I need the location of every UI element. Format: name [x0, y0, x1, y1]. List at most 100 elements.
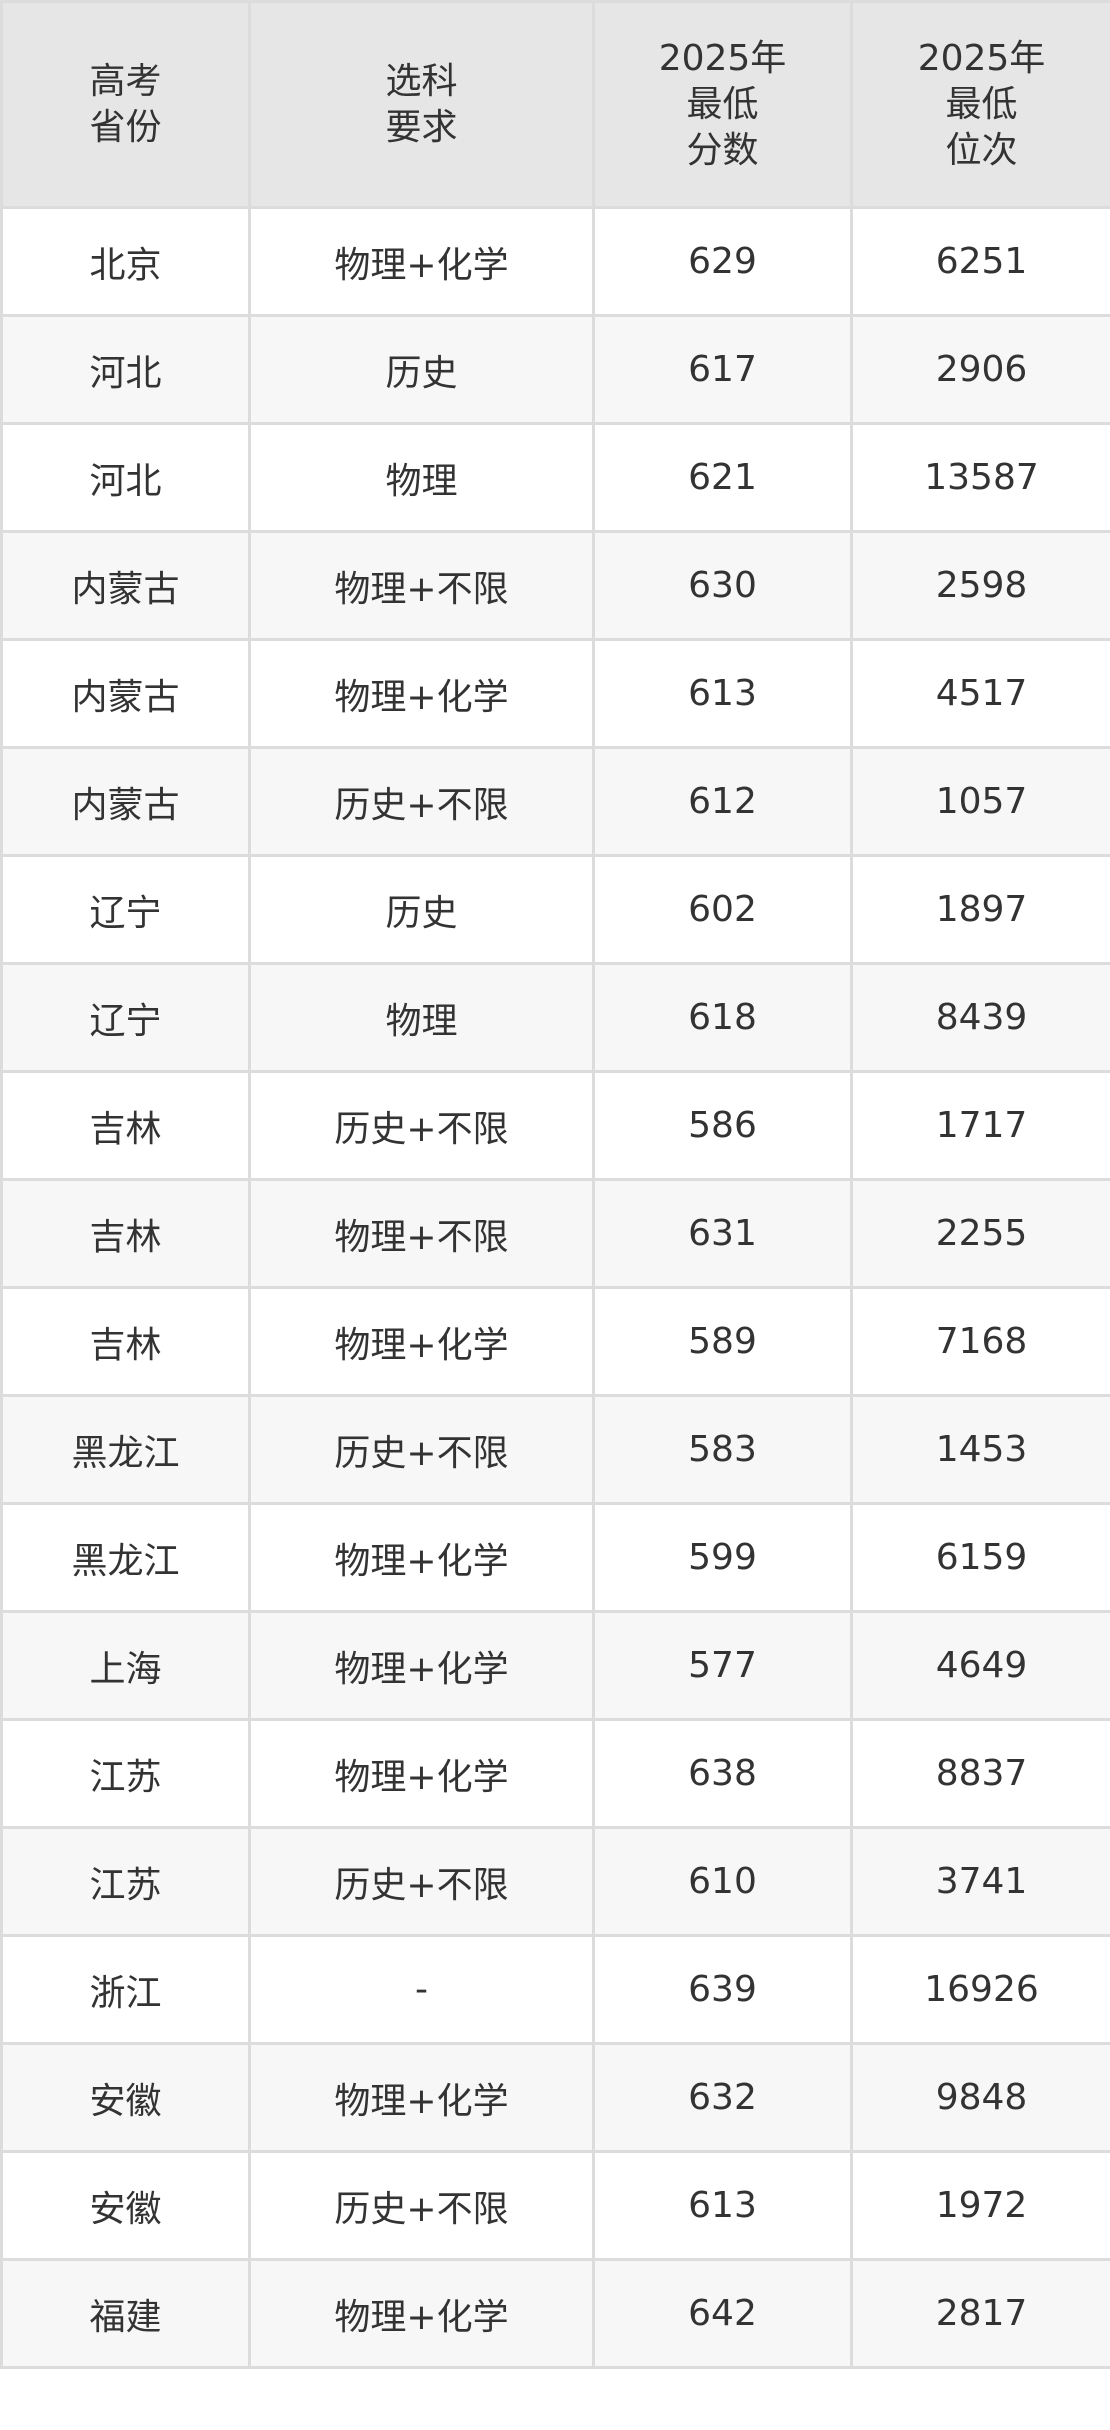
cell-min-rank: 6251: [850, 206, 1110, 317]
cell-min-rank: 7168: [850, 1286, 1110, 1397]
cell-min-score: 617: [592, 314, 853, 425]
cell-subject-requirement: 物理+化学: [248, 1502, 595, 1613]
cell-min-rank: 4517: [850, 638, 1110, 749]
cell-subject-requirement: 历史+不限: [248, 1070, 595, 1181]
cell-min-rank: 8439: [850, 962, 1110, 1073]
table-row: 内蒙古 物理+不限 630 2598: [0, 530, 1110, 641]
cell-min-rank: 2255: [850, 1178, 1110, 1289]
cell-subject-requirement: -: [248, 1934, 595, 2045]
cell-subject-requirement: 物理+化学: [248, 206, 595, 317]
cell-min-rank: 8837: [850, 1718, 1110, 1829]
table-row: 吉林 历史+不限 586 1717: [0, 1070, 1110, 1181]
cell-min-rank: 2598: [850, 530, 1110, 641]
table-row: 江苏 物理+化学 638 8837: [0, 1718, 1110, 1829]
cell-min-score: 577: [592, 1610, 853, 1721]
cell-province: 内蒙古: [0, 638, 251, 749]
cell-min-score: 589: [592, 1286, 853, 1397]
cell-subject-requirement: 历史: [248, 854, 595, 965]
cell-province: 内蒙古: [0, 746, 251, 857]
cell-min-score: 612: [592, 746, 853, 857]
cell-province: 河北: [0, 422, 251, 533]
cell-min-rank: 4649: [850, 1610, 1110, 1721]
cell-min-rank: 1972: [850, 2150, 1110, 2261]
cell-province: 浙江: [0, 1934, 251, 2045]
table-row: 安徽 历史+不限 613 1972: [0, 2150, 1110, 2261]
table-row: 内蒙古 历史+不限 612 1057: [0, 746, 1110, 857]
table-row: 江苏 历史+不限 610 3741: [0, 1826, 1110, 1937]
cell-min-score: 613: [592, 2150, 853, 2261]
cell-province: 河北: [0, 314, 251, 425]
cell-subject-requirement: 物理: [248, 962, 595, 1073]
cell-province: 辽宁: [0, 962, 251, 1073]
cell-min-rank: 13587: [850, 422, 1110, 533]
cell-subject-requirement: 物理+化学: [248, 1286, 595, 1397]
cell-province: 吉林: [0, 1286, 251, 1397]
cell-min-score: 610: [592, 1826, 853, 1937]
cell-province: 福建: [0, 2258, 251, 2369]
cell-min-score: 630: [592, 530, 853, 641]
table-row: 辽宁 历史 602 1897: [0, 854, 1110, 965]
cell-min-score: 621: [592, 422, 853, 533]
table-row: 内蒙古 物理+化学 613 4517: [0, 638, 1110, 749]
table-row: 黑龙江 历史+不限 583 1453: [0, 1394, 1110, 1505]
cell-subject-requirement: 历史: [248, 314, 595, 425]
cell-min-rank: 16926: [850, 1934, 1110, 2045]
cell-province: 黑龙江: [0, 1394, 251, 1505]
table-row: 辽宁 物理 618 8439: [0, 962, 1110, 1073]
table-row: 北京 物理+化学 629 6251: [0, 206, 1110, 317]
cell-subject-requirement: 历史+不限: [248, 2150, 595, 2261]
cell-min-rank: 9848: [850, 2042, 1110, 2153]
cell-province: 内蒙古: [0, 530, 251, 641]
table-row: 吉林 物理+不限 631 2255: [0, 1178, 1110, 1289]
header-subject-requirement: 选科 要求: [248, 0, 595, 209]
cell-min-rank: 3741: [850, 1826, 1110, 1937]
cell-province: 北京: [0, 206, 251, 317]
table-row: 安徽 物理+化学 632 9848: [0, 2042, 1110, 2153]
cell-min-rank: 1897: [850, 854, 1110, 965]
cell-subject-requirement: 物理+化学: [248, 2258, 595, 2369]
cell-min-rank: 1057: [850, 746, 1110, 857]
header-line: 位次: [945, 129, 1018, 171]
cell-subject-requirement: 历史+不限: [248, 746, 595, 857]
cell-min-score: 642: [592, 2258, 853, 2369]
header-line: 省份: [89, 106, 162, 148]
cell-subject-requirement: 物理+化学: [248, 638, 595, 749]
cell-province: 吉林: [0, 1070, 251, 1181]
cell-min-score: 639: [592, 1934, 853, 2045]
table-row: 福建 物理+化学 642 2817: [0, 2258, 1110, 2369]
cell-subject-requirement: 历史+不限: [248, 1826, 595, 1937]
cell-min-rank: 6159: [850, 1502, 1110, 1613]
header-line: 高考: [89, 60, 162, 102]
admission-scores-table: 高考 省份 选科 要求 2025年 最低 分数 2025年 最低 位次 北京 物理+化学 629 625…: [0, 0, 1110, 2369]
header-line: 分数: [686, 129, 759, 171]
cell-province: 安徽: [0, 2042, 251, 2153]
cell-min-rank: 1717: [850, 1070, 1110, 1181]
cell-province: 上海: [0, 1610, 251, 1721]
cell-min-score: 618: [592, 962, 853, 1073]
cell-subject-requirement: 物理: [248, 422, 595, 533]
cell-min-score: 631: [592, 1178, 853, 1289]
cell-min-rank: 1453: [850, 1394, 1110, 1505]
header-line: 2025年: [917, 37, 1046, 79]
table-row: 黑龙江 物理+化学 599 6159: [0, 1502, 1110, 1613]
cell-province: 辽宁: [0, 854, 251, 965]
cell-min-score: 599: [592, 1502, 853, 1613]
header-row: 高考 省份 选科 要求 2025年 最低 分数 2025年 最低 位次: [0, 0, 1110, 209]
cell-province: 黑龙江: [0, 1502, 251, 1613]
header-line: 2025年: [658, 37, 787, 79]
header-line: 最低: [945, 83, 1018, 125]
cell-subject-requirement: 物理+化学: [248, 2042, 595, 2153]
header-line: 选科: [385, 60, 458, 102]
cell-min-score: 632: [592, 2042, 853, 2153]
table-row: 上海 物理+化学 577 4649: [0, 1610, 1110, 1721]
cell-min-score: 613: [592, 638, 853, 749]
cell-province: 安徽: [0, 2150, 251, 2261]
table-row: 吉林 物理+化学 589 7168: [0, 1286, 1110, 1397]
cell-min-rank: 2817: [850, 2258, 1110, 2369]
table-row: 河北 物理 621 13587: [0, 422, 1110, 533]
cell-min-score: 586: [592, 1070, 853, 1181]
cell-province: 江苏: [0, 1826, 251, 1937]
cell-subject-requirement: 物理+化学: [248, 1718, 595, 1829]
cell-min-score: 583: [592, 1394, 853, 1505]
table-row: 河北 历史 617 2906: [0, 314, 1110, 425]
